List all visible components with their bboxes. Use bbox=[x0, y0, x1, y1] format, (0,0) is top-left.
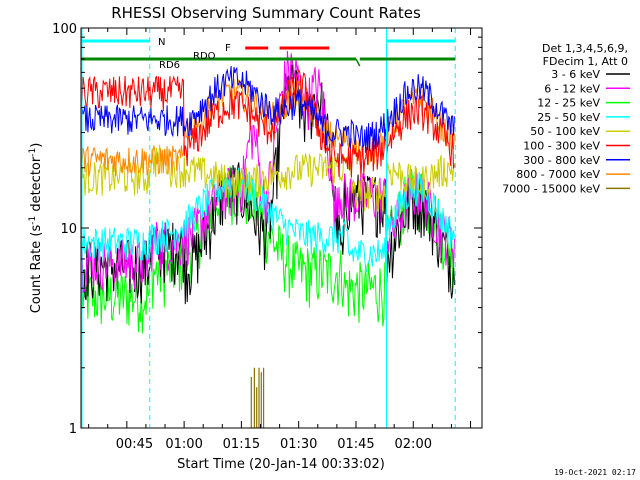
legend-item-label: 25 - 50 keV bbox=[537, 111, 600, 124]
annotation-layer: N RD6 RDO F bbox=[81, 28, 456, 428]
chart-title: RHESSI Observing Summary Count Rates bbox=[111, 4, 421, 22]
x-axis: 00:45 01:00 01:15 01:30 01:45 02:00 bbox=[88, 28, 472, 452]
x-tick-label: 01:00 bbox=[165, 437, 202, 452]
y-axis-label: Count Rate (s-1 detector-1) bbox=[28, 143, 44, 314]
legend: Det 1,3,4,5,6,9,FDecim 1, Att 03 - 6 keV… bbox=[502, 42, 630, 195]
x-tick-label: 01:30 bbox=[280, 437, 317, 452]
legend-item-label: 800 - 7000 keV bbox=[516, 168, 600, 181]
x-tick-label: 01:15 bbox=[223, 437, 260, 452]
legend-item-label: 7000 - 15000 keV bbox=[502, 182, 600, 195]
timestamp: 19-Oct-2021 02:17 bbox=[554, 468, 636, 477]
night-label: N bbox=[158, 37, 165, 48]
legend-item-label: 300 - 800 keV bbox=[523, 154, 600, 167]
y-tick-label: 1 bbox=[69, 422, 77, 437]
legend-item-label: 6 - 12 keV bbox=[544, 82, 600, 95]
rdo-label: RDO bbox=[193, 51, 216, 62]
flare-label: F bbox=[225, 43, 231, 54]
legend-item-label: 50 - 100 keV bbox=[530, 125, 600, 138]
series-line bbox=[250, 367, 265, 428]
series-layer bbox=[81, 50, 455, 428]
series-line bbox=[81, 65, 455, 153]
x-tick-label: 02:00 bbox=[395, 437, 432, 452]
legend-header: FDecim 1, Att 0 bbox=[543, 55, 628, 68]
x-axis-label: Start Time (20-Jan-14 00:33:02) bbox=[177, 457, 385, 472]
series-line bbox=[81, 68, 455, 178]
y-tick-label: 100 bbox=[52, 22, 77, 37]
y-tick-label: 10 bbox=[60, 222, 77, 237]
legend-item-label: 100 - 300 keV bbox=[523, 140, 600, 153]
series-line bbox=[81, 167, 455, 274]
rd6-label: RD6 bbox=[159, 60, 180, 71]
legend-header: Det 1,3,4,5,6,9, bbox=[542, 42, 628, 55]
x-tick-label: 00:45 bbox=[116, 437, 153, 452]
y-axis: 1 10 100 bbox=[52, 22, 482, 437]
x-tick-label: 01:45 bbox=[337, 437, 374, 452]
series-line bbox=[81, 144, 455, 213]
rdo-bar bbox=[355, 58, 361, 67]
legend-item-label: 3 - 6 keV bbox=[551, 68, 600, 81]
legend-item-label: 12 - 25 keV bbox=[537, 97, 600, 110]
